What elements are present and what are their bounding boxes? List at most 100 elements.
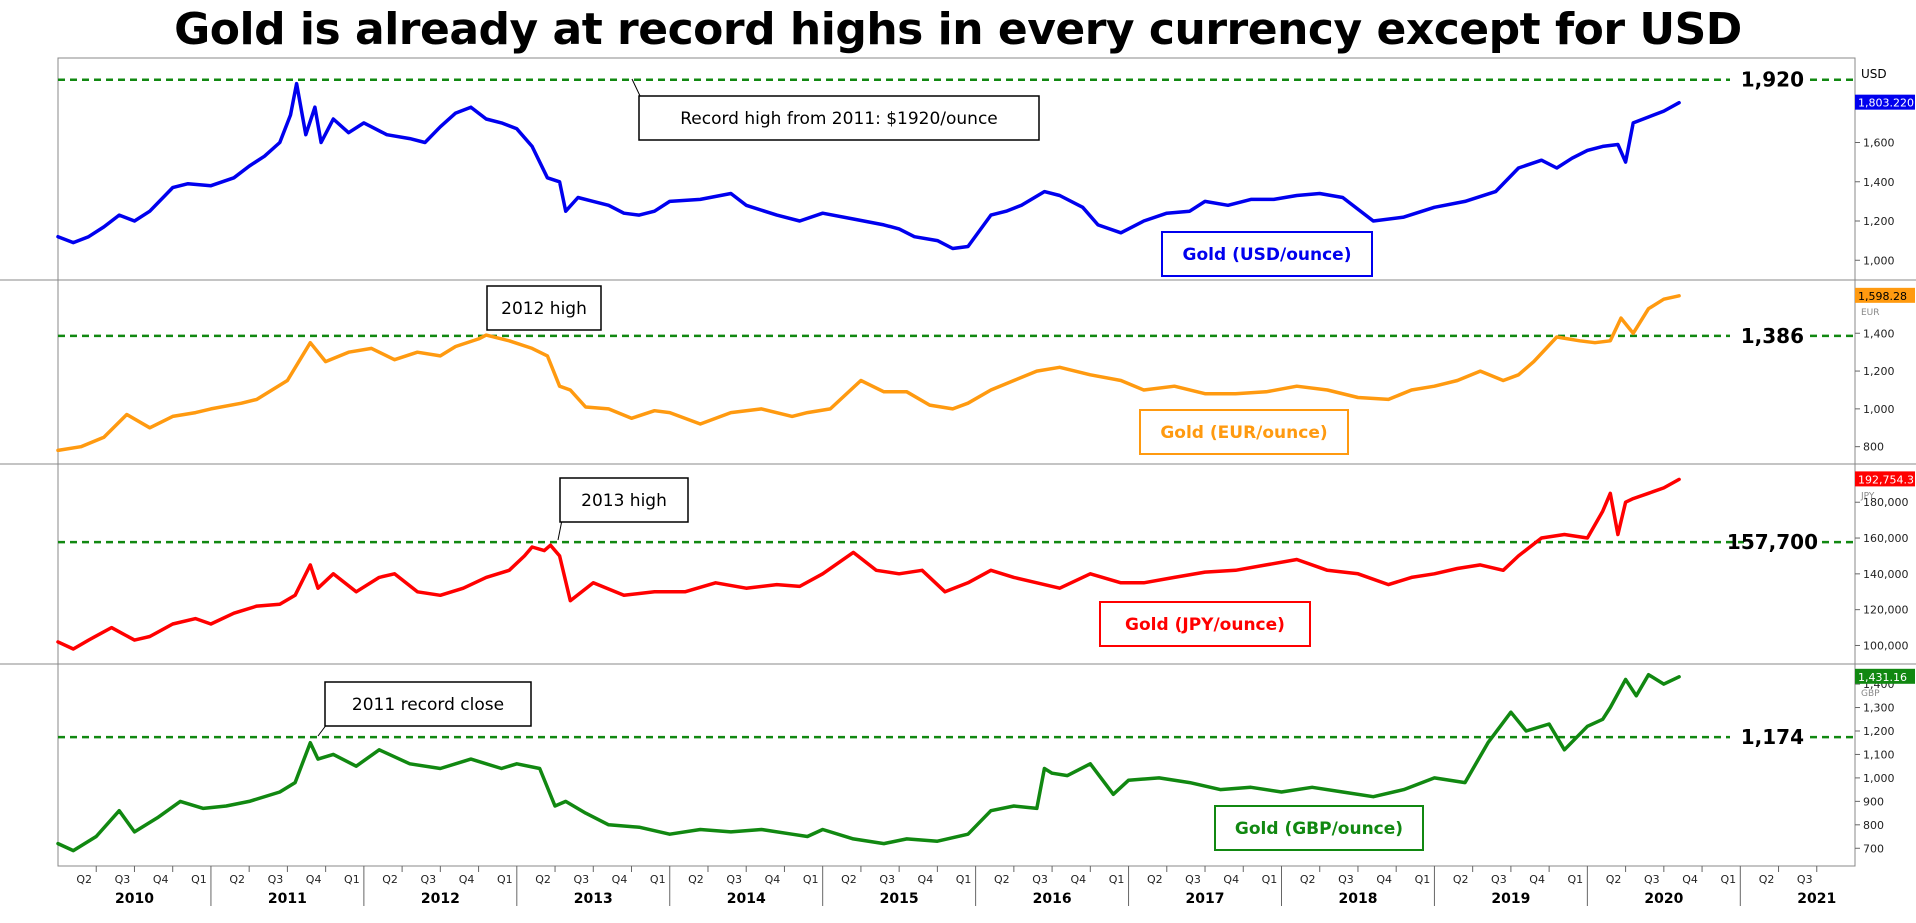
eur-panel-annotation-text: 2012 high bbox=[501, 299, 587, 319]
usd-panel-ytick-label: 1,400 bbox=[1863, 176, 1895, 189]
usd-panel-series-line bbox=[56, 81, 1681, 251]
gbp-panel-last-value-label: 1,431.16 bbox=[1858, 671, 1907, 684]
x-quarter-label: Q1 bbox=[191, 873, 207, 886]
x-quarter-label: Q2 bbox=[841, 873, 857, 886]
eur-panel-annotation-box bbox=[486, 285, 602, 331]
usd-panel-currency-label: USD bbox=[1861, 67, 1887, 81]
x-year-label: 2020 bbox=[1644, 891, 1683, 907]
x-quarter-label: Q2 bbox=[1147, 873, 1163, 886]
x-quarter-label: Q2 bbox=[229, 873, 245, 886]
x-quarter-label: Q4 bbox=[1070, 873, 1086, 886]
x-year-label: 2021 bbox=[1797, 891, 1836, 907]
x-quarter-label: Q3 bbox=[573, 873, 589, 886]
jpy-panel-ytick-label: 160,000 bbox=[1863, 532, 1909, 545]
usd-panel-annotation-box bbox=[638, 95, 1040, 141]
x-year-label: 2016 bbox=[1033, 891, 1072, 907]
usd-panel-series-label-box bbox=[1161, 231, 1373, 277]
gbp-panel-annotation-text: 2011 record close bbox=[352, 695, 504, 715]
x-year-label: 2017 bbox=[1186, 891, 1225, 907]
x-quarter-label: Q2 bbox=[535, 873, 551, 886]
gbp-panel-ytick-label: 900 bbox=[1863, 795, 1884, 808]
x-quarter-label: Q1 bbox=[497, 873, 513, 886]
x-quarter-label: Q4 bbox=[918, 873, 934, 886]
x-quarter-label: Q3 bbox=[1338, 873, 1354, 886]
gbp-panel-ytick-label: 1,000 bbox=[1863, 772, 1895, 785]
gbp-panel-last-value-badge bbox=[1855, 668, 1915, 684]
x-quarter-label: Q4 bbox=[1682, 873, 1698, 886]
gbp-panel-ytick-label: 1,200 bbox=[1863, 725, 1895, 738]
plot-frame bbox=[57, 57, 1856, 867]
x-year-label: 2014 bbox=[727, 891, 766, 907]
x-quarter-label: Q3 bbox=[1797, 873, 1813, 886]
x-quarter-label: Q3 bbox=[268, 873, 284, 886]
x-quarter-label: Q1 bbox=[1262, 873, 1278, 886]
eur-panel-ytick-label: 800 bbox=[1863, 441, 1884, 454]
x-quarter-label: Q3 bbox=[1644, 873, 1660, 886]
x-year-label: 2015 bbox=[880, 891, 919, 907]
eur-panel-reference-label-bg bbox=[1730, 324, 1806, 347]
jpy-panel-last-value-badge bbox=[1855, 471, 1915, 487]
gbp-panel-series-label: Gold (GBP/ounce) bbox=[1235, 819, 1403, 839]
jpy-panel-annotation-text: 2013 high bbox=[581, 491, 667, 511]
x-year-label: 2010 bbox=[115, 891, 154, 907]
x-quarter-label: Q1 bbox=[1720, 873, 1736, 886]
gbp-panel-currency-label: GBP bbox=[1861, 689, 1880, 699]
x-quarter-label: Q3 bbox=[879, 873, 895, 886]
eur-panel-series-label: Gold (EUR/ounce) bbox=[1160, 423, 1327, 443]
x-quarter-label: Q3 bbox=[1185, 873, 1201, 886]
eur-panel-currency-label: EUR bbox=[1861, 308, 1880, 318]
gbp-panel-ytick-label: 1,300 bbox=[1863, 702, 1895, 715]
x-year-label: 2013 bbox=[574, 891, 613, 907]
x-quarter-label: Q3 bbox=[421, 873, 437, 886]
gbp-panel-ytick-label: 700 bbox=[1863, 842, 1884, 855]
x-year-label: 2012 bbox=[421, 891, 460, 907]
jpy-panel-series-label-box bbox=[1099, 601, 1311, 647]
x-quarter-label: Q4 bbox=[612, 873, 628, 886]
x-year-label: 2019 bbox=[1491, 891, 1530, 907]
jpy-panel-reference-label: 157,700 bbox=[1727, 530, 1818, 554]
usd-panel-reference-label-bg bbox=[1730, 68, 1806, 91]
chart-title: Gold is already at record highs in every… bbox=[174, 4, 1742, 55]
gbp-panel-reference-label: 1,174 bbox=[1741, 725, 1804, 749]
x-quarter-label: Q1 bbox=[803, 873, 819, 886]
jpy-panel-annotation-leader bbox=[557, 519, 563, 541]
gbp-panel-reference-label-bg bbox=[1730, 726, 1806, 749]
x-quarter-label: Q2 bbox=[76, 873, 92, 886]
jpy-panel-reference-label-bg bbox=[1744, 531, 1820, 554]
eur-panel-series-label-box bbox=[1139, 409, 1349, 455]
x-quarter-label: Q1 bbox=[1109, 873, 1125, 886]
x-quarter-label: Q2 bbox=[1759, 873, 1775, 886]
jpy-panel-ytick-label: 100,000 bbox=[1863, 639, 1909, 652]
x-quarter-label: Q1 bbox=[1568, 873, 1584, 886]
gbp-panel-series-line bbox=[56, 672, 1681, 853]
x-quarter-label: Q4 bbox=[1529, 873, 1545, 886]
jpy-panel-series-line bbox=[56, 477, 1681, 651]
x-quarter-label: Q4 bbox=[1223, 873, 1239, 886]
x-year-label: 2018 bbox=[1338, 891, 1377, 907]
eur-panel-ytick-label: 1,400 bbox=[1863, 327, 1895, 340]
usd-panel-annotation-text: Record high from 2011: $1920/ounce bbox=[680, 109, 998, 129]
gbp-panel-ytick-label: 1,100 bbox=[1863, 748, 1895, 761]
x-year-label: 2011 bbox=[268, 891, 307, 907]
eur-panel-ytick-label: 1,200 bbox=[1863, 365, 1895, 378]
x-quarter-label: Q2 bbox=[688, 873, 704, 886]
x-quarter-label: Q4 bbox=[765, 873, 781, 886]
x-quarter-label: Q3 bbox=[115, 873, 131, 886]
jpy-panel-annotation-box bbox=[559, 477, 689, 523]
x-quarter-label: Q3 bbox=[726, 873, 742, 886]
x-quarter-label: Q4 bbox=[153, 873, 169, 886]
usd-panel-last-value-badge bbox=[1855, 94, 1915, 110]
usd-panel-last-value-label: 1,803.220 bbox=[1858, 97, 1914, 110]
x-quarter-label: Q2 bbox=[994, 873, 1010, 886]
x-quarter-label: Q3 bbox=[1491, 873, 1507, 886]
gbp-panel-annotation-box bbox=[324, 681, 532, 727]
usd-panel-ytick-label: 1,600 bbox=[1863, 137, 1895, 150]
jpy-panel-ytick-label: 120,000 bbox=[1863, 604, 1909, 617]
usd-panel-reference-label: 1,920 bbox=[1741, 68, 1804, 92]
usd-panel-annotation-leader bbox=[631, 78, 642, 99]
x-quarter-label: Q1 bbox=[1415, 873, 1431, 886]
x-quarter-label: Q2 bbox=[1606, 873, 1622, 886]
x-quarter-label: Q1 bbox=[650, 873, 666, 886]
eur-panel-reference-label: 1,386 bbox=[1741, 324, 1804, 348]
